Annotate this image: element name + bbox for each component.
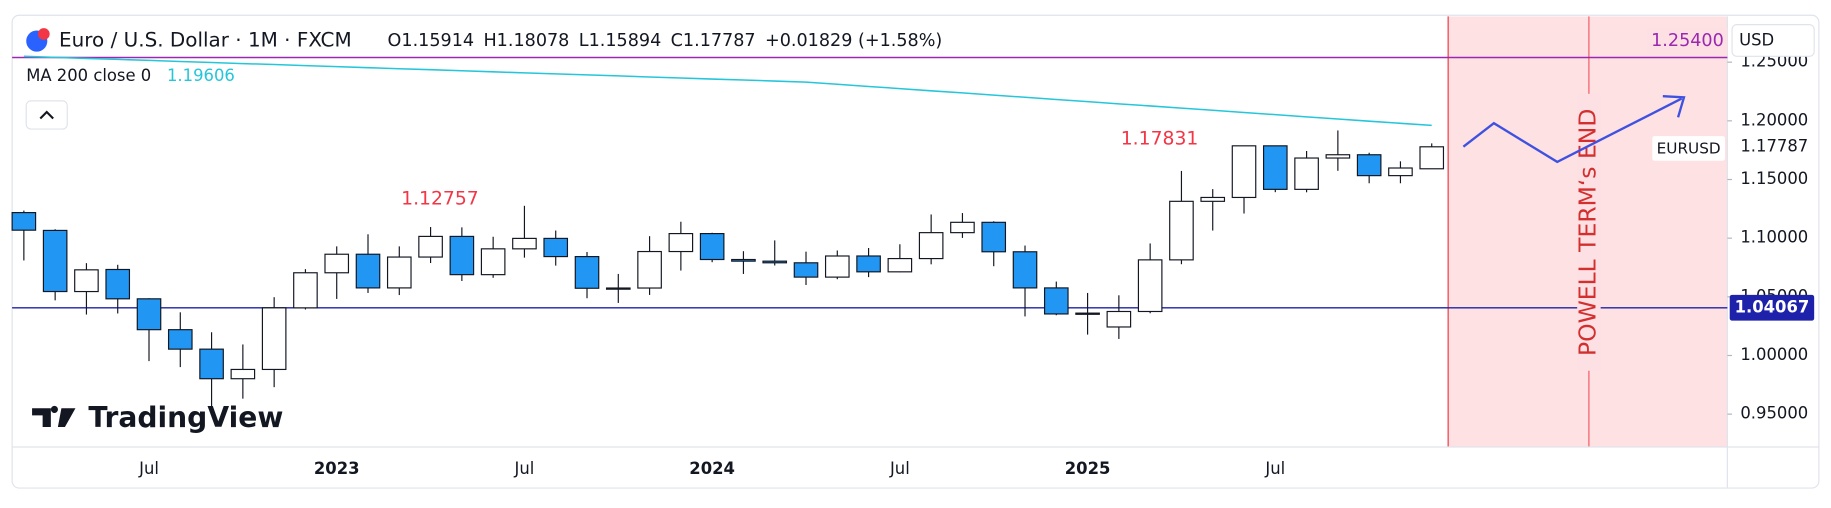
candle-body [1106,310,1132,328]
candle-body [1325,154,1351,159]
candle-body [981,221,1007,253]
ohlc-value: C1.17787 [671,31,756,51]
candle-body [261,307,287,371]
candle-body [574,255,600,289]
candle-body [512,237,537,250]
frame [11,14,1820,489]
candle-body [11,211,37,231]
currency-box[interactable] [1731,24,1815,57]
candle-body [105,268,131,300]
high-label: 1.17831 [1121,129,1199,150]
candle-body [1075,312,1100,315]
ohlc-value: L1.15894 [579,31,661,51]
projection-arrow [1462,97,1683,164]
candle-body [418,235,443,258]
candle-body [167,329,193,350]
candle-body [1012,251,1038,289]
logo [32,405,76,428]
candle-body [824,255,850,278]
currency: USD [1739,31,1774,50]
candle-body [1231,145,1257,199]
candle-body [74,269,99,293]
candle-body [918,232,944,260]
candle-body [1356,154,1382,177]
ohlc-value: +0.01829 (+1.58%) [765,31,942,51]
candle-body [136,298,162,331]
symbol-tag-text: EURUSD [1657,139,1721,157]
candle-body [1043,287,1069,315]
annotation-bg [1577,93,1601,371]
candle-body [668,232,694,253]
candle-body [1137,259,1163,313]
candle-body [731,258,756,262]
y-tick-label: 1.10000 [1740,228,1808,247]
price-tag-bg [1647,28,1728,54]
candle-body [1262,145,1288,190]
collapse-button[interactable] [25,100,68,130]
candle-body [1419,146,1445,170]
candle-body [699,232,725,261]
x-tick-label: Jul [514,459,535,478]
x-tick-label: Jul [138,459,159,478]
moving-average [23,55,1432,127]
y-tick-label: 0.95000 [1740,404,1808,423]
candle-body [386,256,412,289]
high-label: 1.12757 [401,188,479,209]
symbol-tag [1652,136,1726,161]
candle-body [605,287,631,290]
y-tick-label: 1.15000 [1740,169,1808,188]
candle-body [324,253,350,274]
candle-body [230,368,256,380]
arrow-head [1662,95,1686,118]
price-tag: 1.04067 [1735,297,1810,316]
y-tick-label: 1.20000 [1740,110,1808,129]
candle-body [1169,200,1194,261]
x-tick-label: 2023 [314,459,360,478]
indicator-value: 1.19606 [167,66,235,85]
indicator-label: MA 200 close 0 [26,66,151,85]
x-tick-label: Jul [889,459,910,478]
candle-body [856,255,881,273]
x-tick-label: 2025 [1065,459,1111,478]
ohlc-value: O1.15914 [388,31,475,51]
x-tick-label: Jul [1264,459,1285,478]
watermark: TradingView [88,401,283,434]
x-tick-label: 2024 [689,459,735,478]
y-tick-label: 1.00000 [1740,345,1808,364]
symbol-icon [37,28,50,40]
chevron [39,110,54,120]
candle-body [355,253,381,289]
candle-body [293,272,318,309]
candle-body [480,248,506,276]
candle-body [543,237,569,258]
annotation: POWELL TERM‘s END [1573,109,1601,356]
candle-body [1294,157,1319,190]
candle-body [950,221,975,234]
candle-body [1200,196,1226,202]
ohlc-value: H1.18078 [483,31,569,51]
price-tag-bg [1729,294,1815,321]
last-price: 1.17787 [1740,136,1808,155]
candle-body [887,257,913,273]
candle-body [793,262,819,278]
chart-title: Euro / U.S. Dollar · 1M · FXCM [59,28,352,52]
candle-body [42,229,68,293]
candle-body [449,235,475,276]
candle-body [762,260,788,264]
candle-body [199,348,224,380]
candle-body [637,250,662,289]
candle-body [1388,167,1413,177]
price-tag: 1.25400 [1651,31,1724,51]
